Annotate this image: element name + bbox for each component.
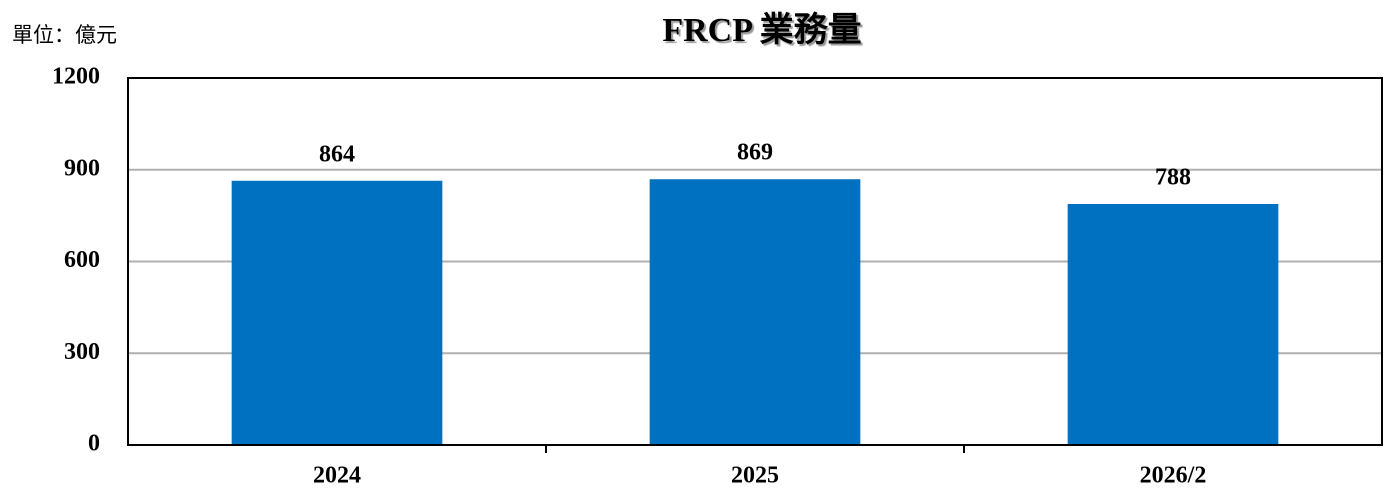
y-tick-label: 900 xyxy=(64,155,100,181)
x-tick-label: 2026/2 xyxy=(1140,463,1207,489)
x-tick-label: 2024 xyxy=(313,463,361,489)
chart-title: FRCP 業務量 xyxy=(662,11,861,49)
y-tick-label: 600 xyxy=(64,247,100,273)
y-tick-label: 0 xyxy=(88,431,100,457)
unit-label: 單位：億元 xyxy=(12,23,117,47)
bar xyxy=(1067,204,1279,445)
y-tick-label: 1200 xyxy=(52,64,100,90)
x-tick-label: 2025 xyxy=(731,463,779,489)
data-label: 869 xyxy=(737,140,773,166)
bar xyxy=(231,180,443,445)
plot-border xyxy=(127,77,1383,446)
bar xyxy=(649,179,861,445)
y-tick-label: 300 xyxy=(64,339,100,365)
data-label: 788 xyxy=(1155,165,1191,191)
data-label: 864 xyxy=(319,141,355,167)
